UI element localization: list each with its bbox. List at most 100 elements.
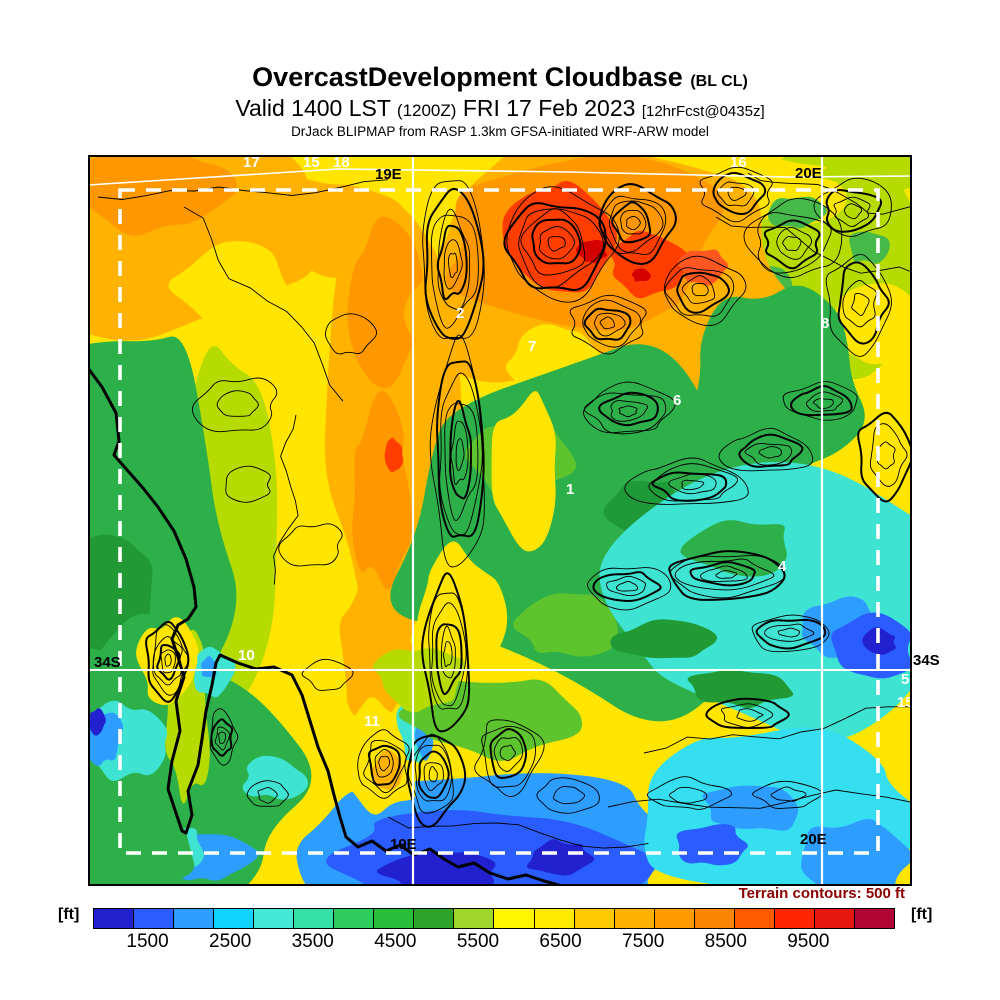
terrain-contour	[664, 267, 735, 317]
terrain-contour	[663, 255, 747, 326]
terrain-contour	[805, 391, 844, 412]
page-title: OvercastDevelopment Cloudbase (BL CL)	[0, 62, 1000, 93]
terrain-contour	[736, 708, 764, 722]
terrain-contour	[374, 749, 394, 778]
terrain-contour	[214, 726, 230, 751]
terrain-contour	[751, 614, 830, 653]
model-line: DrJack BLIPMAP from RASP 1.3km GFSA-init…	[291, 124, 709, 140]
terrain-contour	[764, 623, 815, 642]
terrain-contour	[481, 725, 536, 788]
color-region	[370, 749, 403, 790]
terrain-contour	[812, 398, 834, 409]
terrain-contour	[443, 239, 463, 290]
cloudbase-color-regions	[88, 155, 912, 886]
terrain-contour	[489, 728, 528, 779]
color-region	[88, 708, 106, 736]
spot-number: 6	[673, 392, 681, 409]
terrain-contour	[837, 261, 890, 345]
terrain-contour	[437, 208, 471, 311]
spot-number: 8	[821, 315, 829, 332]
terrain-contour	[598, 183, 677, 265]
color-region	[242, 755, 308, 800]
valid-line: Valid 1400 LST (1200Z) FRI 17 Feb 2023 […	[0, 95, 1000, 121]
color-region	[680, 520, 787, 577]
color-region	[631, 268, 651, 282]
header: OvercastDevelopment Cloudbase (BL CL) Va…	[0, 62, 1000, 140]
spot-number: 15	[897, 694, 912, 711]
terrain-contour	[715, 216, 912, 274]
title-main: OvercastDevelopment Cloudbase	[252, 62, 683, 92]
colorbar-segment	[173, 909, 214, 928]
color-region	[610, 230, 693, 299]
terrain-contour	[689, 561, 756, 587]
colorbar-tick-label: 7500	[622, 931, 665, 952]
colorbar-segment	[613, 909, 654, 928]
terrain-contour	[474, 719, 545, 797]
spot-number: 15	[303, 155, 320, 171]
spot-number: 16	[730, 155, 747, 171]
terrain-contour	[583, 392, 667, 435]
terrain-contour	[776, 226, 813, 260]
color-region	[526, 839, 595, 876]
terrain-contour	[618, 405, 638, 418]
terrain-contour	[278, 523, 343, 567]
terrain-contour	[583, 381, 676, 434]
color-region	[768, 196, 827, 229]
terrain-contour	[210, 718, 234, 757]
terrain-contour	[705, 697, 790, 729]
valid-fcst: [12hrFcst@0435z]	[641, 103, 765, 121]
color-region	[376, 851, 496, 886]
colorbar-ticks: 1500 2500 3500 4500 5500 6500 7500 8500 9500	[93, 931, 895, 955]
terrain-contour	[552, 786, 586, 805]
terrain-contour	[216, 390, 259, 417]
weather-map: 19E 20E 34S 19E 20E 17 15 18 16 2 7 8 6 1 4 10 11 5 15	[88, 155, 912, 886]
terrain-contour	[387, 816, 649, 849]
lat-line-top	[88, 168, 912, 186]
title-suffix: (BL CL)	[690, 73, 748, 90]
terrain-contour	[607, 789, 912, 809]
terrain-contour	[430, 214, 479, 329]
terrain-contour	[97, 179, 388, 200]
graticule-label: 34S	[94, 654, 121, 671]
colorbar-unit-left: [ft]	[58, 906, 80, 923]
graticule-layer	[88, 155, 912, 886]
terrain-contour	[423, 762, 444, 792]
terrain-contour	[435, 623, 463, 696]
colorbar-unit-right: [ft]	[911, 906, 933, 923]
valid-time: Valid 1400 LST	[235, 95, 391, 122]
spot-number: 4	[778, 558, 787, 575]
terrain-contour	[763, 219, 821, 270]
colorbar-segment	[773, 909, 814, 928]
terrain-contour	[598, 195, 667, 255]
terrain-contour	[449, 399, 473, 500]
color-region	[687, 669, 794, 709]
spot-number: 1	[566, 481, 574, 498]
terrain-contour	[721, 703, 774, 728]
terrain-contour	[592, 571, 662, 602]
terrain-contour	[357, 729, 410, 799]
terrain-contour	[712, 172, 767, 216]
terrain-contour	[699, 166, 773, 223]
terrain-contour	[246, 780, 289, 807]
terrain-contour	[715, 570, 738, 579]
colorbar-segment	[853, 909, 894, 928]
terrain-contour	[428, 592, 469, 710]
terrain-contour	[436, 360, 485, 538]
colorbar-segment	[253, 909, 294, 928]
terrain-contour	[417, 750, 450, 799]
terrain-contour	[407, 733, 454, 814]
terrain-contour	[611, 201, 652, 244]
terrain-contour	[851, 292, 870, 316]
terrain-contour	[367, 744, 401, 786]
terrain-contour	[183, 206, 344, 402]
colorbar-tick-label: 1500	[126, 931, 169, 952]
colorbar-tick-label: 3500	[291, 931, 334, 952]
dashed-domain-box	[118, 188, 880, 855]
terrain-contour	[646, 776, 732, 810]
terrain-contour	[160, 649, 176, 674]
terrain-contour	[674, 558, 775, 591]
colorbar-segment	[453, 909, 494, 928]
terrain-contour	[643, 706, 912, 754]
terrain-contour	[450, 420, 469, 485]
